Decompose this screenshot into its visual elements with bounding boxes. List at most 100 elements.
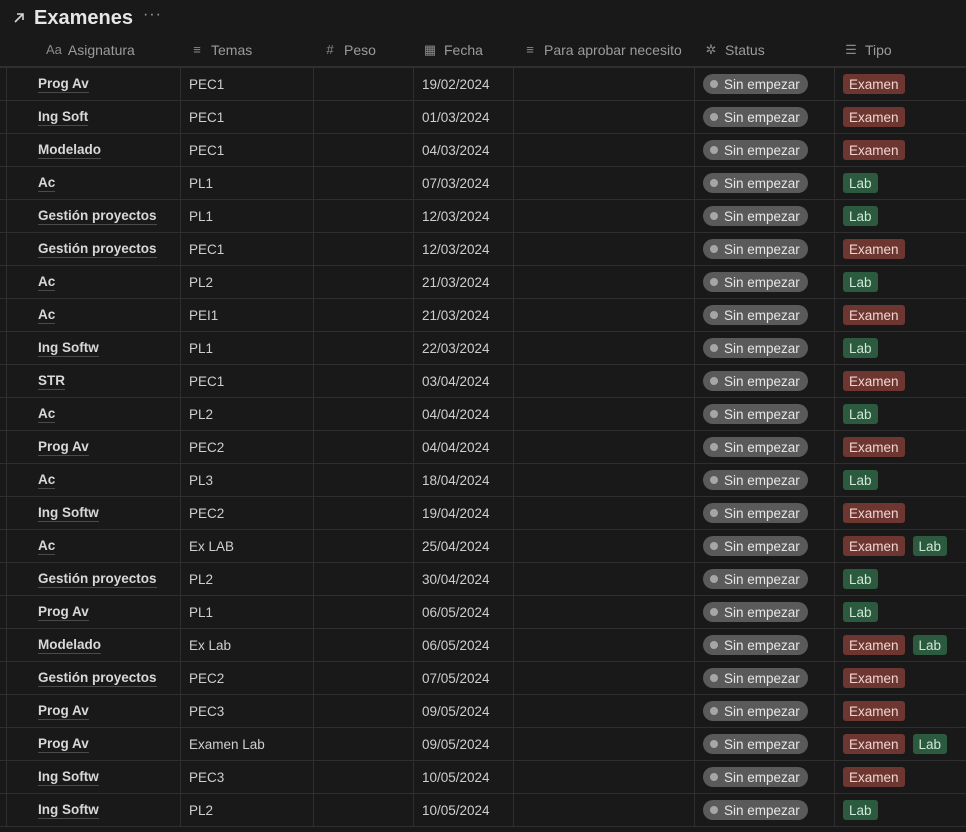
cell-fecha[interactable]: 10/05/2024 bbox=[422, 769, 490, 785]
cell-asignatura[interactable]: Ac bbox=[38, 299, 56, 331]
cell-tipo[interactable]: Examen bbox=[843, 68, 905, 100]
tipo-tag-lab[interactable]: Lab bbox=[843, 338, 878, 358]
cell-status[interactable]: Sin empezar bbox=[703, 629, 808, 661]
cell-status[interactable]: Sin empezar bbox=[703, 794, 808, 826]
table-row[interactable]: Ac PEI1 21/03/2024 Sin empezar Examen bbox=[0, 299, 966, 332]
tipo-tag-lab[interactable]: Lab bbox=[843, 206, 878, 226]
cell-status[interactable]: Sin empezar bbox=[703, 530, 808, 562]
table-row[interactable]: Ing Softw PEC3 10/05/2024 Sin empezar Examen bbox=[0, 761, 966, 794]
column-header-tipo[interactable]: ☰ Tipo bbox=[843, 33, 892, 66]
cell-fecha[interactable]: 19/04/2024 bbox=[422, 505, 490, 521]
cell-asignatura[interactable]: Prog Av bbox=[38, 596, 89, 628]
cell-status[interactable]: Sin empezar bbox=[703, 761, 808, 793]
asignatura-link[interactable]: Gestión proyectos bbox=[38, 240, 157, 258]
cell-status[interactable]: Sin empezar bbox=[703, 695, 808, 727]
cell-asignatura[interactable]: Prog Av bbox=[38, 68, 89, 100]
asignatura-link[interactable]: Ac bbox=[38, 471, 56, 489]
status-badge[interactable]: Sin empezar bbox=[703, 668, 808, 688]
cell-temas[interactable]: PL1 bbox=[189, 208, 214, 224]
table-row[interactable]: Prog Av PEC2 04/04/2024 Sin empezar Examen bbox=[0, 431, 966, 464]
cell-fecha[interactable]: 09/05/2024 bbox=[422, 736, 490, 752]
status-badge[interactable]: Sin empezar bbox=[703, 569, 808, 589]
cell-temas[interactable]: PEC1 bbox=[189, 109, 225, 125]
cell-status[interactable]: Sin empezar bbox=[703, 398, 808, 430]
cell-tipo[interactable]: Examen bbox=[843, 695, 905, 727]
cell-tipo[interactable]: Lab bbox=[843, 563, 878, 595]
table-row[interactable]: Modelado PEC1 04/03/2024 Sin empezar Examen bbox=[0, 134, 966, 167]
table-row[interactable]: Prog Av PEC1 19/02/2024 Sin empezar Examen bbox=[0, 67, 966, 101]
cell-tipo[interactable]: Examen Lab bbox=[843, 629, 948, 661]
cell-fecha[interactable]: 01/03/2024 bbox=[422, 109, 490, 125]
cell-status[interactable]: Sin empezar bbox=[703, 134, 808, 166]
asignatura-link[interactable]: Gestión proyectos bbox=[38, 207, 157, 225]
cell-asignatura[interactable]: Ac bbox=[38, 464, 56, 496]
table-row[interactable]: Ac PL2 04/04/2024 Sin empezar Lab bbox=[0, 398, 966, 431]
cell-temas[interactable]: PL2 bbox=[189, 802, 214, 818]
cell-fecha[interactable]: 03/04/2024 bbox=[422, 373, 490, 389]
tipo-tag-lab[interactable]: Lab bbox=[843, 272, 878, 292]
tipo-tag-lab[interactable]: Lab bbox=[843, 602, 878, 622]
asignatura-link[interactable]: STR bbox=[38, 372, 65, 390]
cell-tipo[interactable]: Lab bbox=[843, 266, 878, 298]
cell-fecha[interactable]: 12/03/2024 bbox=[422, 208, 490, 224]
cell-status[interactable]: Sin empezar bbox=[703, 68, 808, 100]
status-badge[interactable]: Sin empezar bbox=[703, 635, 808, 655]
cell-asignatura[interactable]: Gestión proyectos bbox=[38, 200, 157, 232]
cell-temas[interactable]: PL1 bbox=[189, 175, 214, 191]
status-badge[interactable]: Sin empezar bbox=[703, 767, 808, 787]
tipo-tag-lab[interactable]: Lab bbox=[843, 470, 878, 490]
cell-status[interactable]: Sin empezar bbox=[703, 497, 808, 529]
tipo-tag-lab[interactable]: Lab bbox=[843, 173, 878, 193]
table-row[interactable]: Gestión proyectos PL2 30/04/2024 Sin empeza… bbox=[0, 563, 966, 596]
asignatura-link[interactable]: Modelado bbox=[38, 636, 101, 654]
table-row[interactable]: STR PEC1 03/04/2024 Sin empezar Examen bbox=[0, 365, 966, 398]
cell-tipo[interactable]: Examen bbox=[843, 134, 905, 166]
column-header-temas[interactable]: ≡ Temas bbox=[189, 33, 252, 66]
asignatura-link[interactable]: Prog Av bbox=[38, 603, 89, 621]
status-badge[interactable]: Sin empezar bbox=[703, 305, 808, 325]
cell-status[interactable]: Sin empezar bbox=[703, 299, 808, 331]
cell-tipo[interactable]: Examen bbox=[843, 233, 905, 265]
table-row[interactable]: Prog Av PL1 06/05/2024 Sin empezar Lab bbox=[0, 596, 966, 629]
cell-temas[interactable]: PEC3 bbox=[189, 769, 225, 785]
tipo-tag-examen[interactable]: Examen bbox=[843, 668, 905, 688]
asignatura-link[interactable]: Prog Av bbox=[38, 702, 89, 720]
table-row[interactable]: Gestión proyectos PEC1 12/03/2024 Sin empez… bbox=[0, 233, 966, 266]
cell-temas[interactable]: PEC2 bbox=[189, 670, 225, 686]
tipo-tag-examen[interactable]: Examen bbox=[843, 437, 905, 457]
tipo-tag-lab[interactable]: Lab bbox=[843, 404, 878, 424]
cell-status[interactable]: Sin empezar bbox=[703, 596, 808, 628]
more-options-icon[interactable]: ··· bbox=[142, 6, 162, 23]
asignatura-link[interactable]: Ac bbox=[38, 174, 56, 192]
cell-tipo[interactable]: Examen Lab bbox=[843, 728, 948, 760]
asignatura-link[interactable]: Ac bbox=[38, 273, 56, 291]
table-row[interactable]: Ing Softw PEC2 19/04/2024 Sin empezar Examen bbox=[0, 497, 966, 530]
status-badge[interactable]: Sin empezar bbox=[703, 602, 808, 622]
status-badge[interactable]: Sin empezar bbox=[703, 536, 808, 556]
cell-fecha[interactable]: 12/03/2024 bbox=[422, 241, 490, 257]
cell-asignatura[interactable]: Ing Softw bbox=[38, 497, 99, 529]
cell-status[interactable]: Sin empezar bbox=[703, 365, 808, 397]
table-row[interactable]: Ac PL3 18/04/2024 Sin empezar Lab bbox=[0, 464, 966, 497]
cell-tipo[interactable]: Examen bbox=[843, 365, 905, 397]
table-row[interactable]: Ing Soft PEC1 01/03/2024 Sin empezar Examen bbox=[0, 101, 966, 134]
cell-temas[interactable]: PL3 bbox=[189, 472, 214, 488]
cell-temas[interactable]: Ex Lab bbox=[189, 637, 232, 653]
status-badge[interactable]: Sin empezar bbox=[703, 272, 808, 292]
cell-tipo[interactable]: Lab bbox=[843, 596, 878, 628]
tipo-tag-examen[interactable]: Examen bbox=[843, 239, 905, 259]
status-badge[interactable]: Sin empezar bbox=[703, 206, 808, 226]
tipo-tag-lab[interactable]: Lab bbox=[912, 635, 948, 655]
cell-asignatura[interactable]: Prog Av bbox=[38, 695, 89, 727]
tipo-tag-examen[interactable]: Examen bbox=[843, 767, 905, 787]
cell-asignatura[interactable]: Gestión proyectos bbox=[38, 233, 157, 265]
cell-tipo[interactable]: Examen Lab bbox=[843, 530, 948, 562]
status-badge[interactable]: Sin empezar bbox=[703, 74, 808, 94]
cell-status[interactable]: Sin empezar bbox=[703, 233, 808, 265]
cell-fecha[interactable]: 10/05/2024 bbox=[422, 802, 490, 818]
tipo-tag-examen[interactable]: Examen bbox=[843, 305, 905, 325]
tipo-tag-examen[interactable]: Examen bbox=[843, 701, 905, 721]
cell-asignatura[interactable]: Gestión proyectos bbox=[38, 662, 157, 694]
database-title[interactable]: Examenes bbox=[34, 6, 133, 29]
tipo-tag-lab[interactable]: Lab bbox=[912, 536, 948, 556]
